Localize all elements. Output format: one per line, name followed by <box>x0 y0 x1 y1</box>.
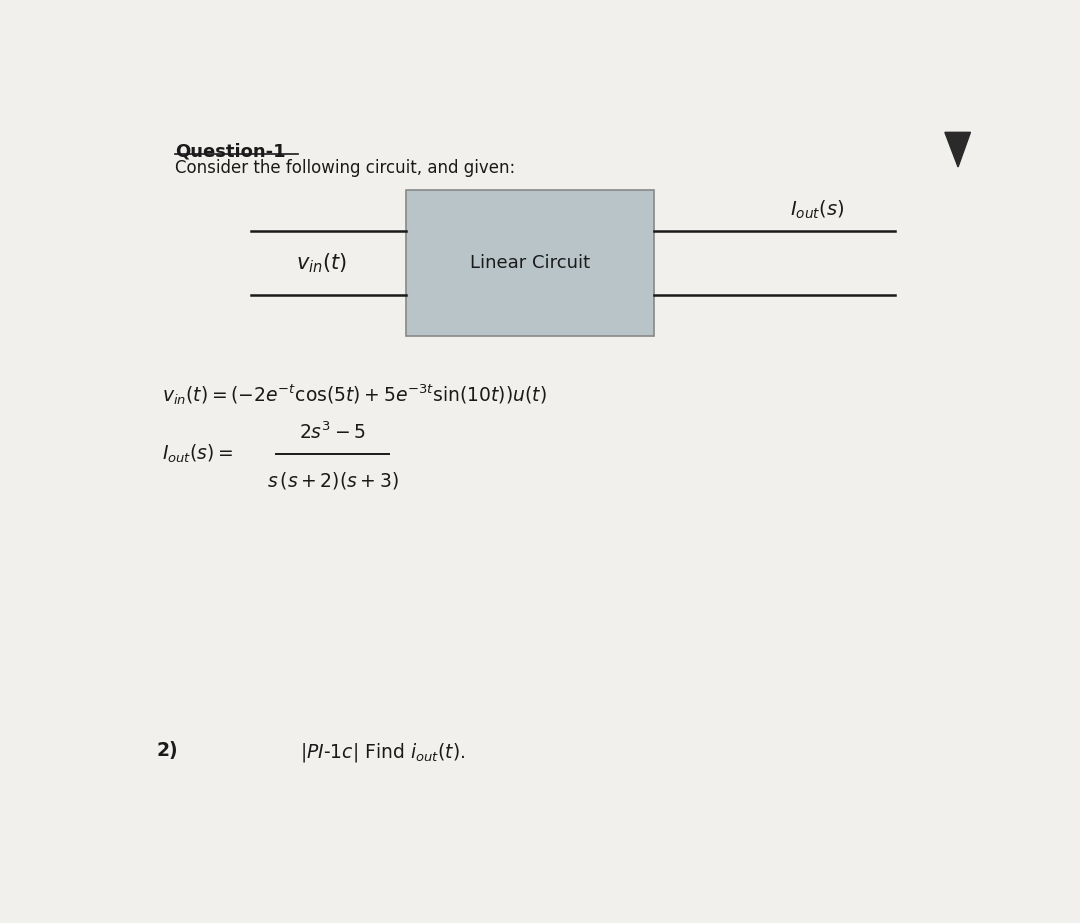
Polygon shape <box>945 132 971 167</box>
Text: $v_{in}(t)$: $v_{in}(t)$ <box>296 251 347 275</box>
Text: Question-1: Question-1 <box>175 142 286 161</box>
Text: 2): 2) <box>157 740 178 760</box>
Text: $|PI\text{-}1c|$ Find $i_{out}(t).$: $|PI\text{-}1c|$ Find $i_{out}(t).$ <box>300 740 465 763</box>
Text: $2s^3 - 5$: $2s^3 - 5$ <box>299 422 366 443</box>
Text: $I_{out}(s) =$: $I_{out}(s) =$ <box>162 443 233 465</box>
Text: Consider the following circuit, and given:: Consider the following circuit, and give… <box>175 160 515 177</box>
Text: Linear Circuit: Linear Circuit <box>470 254 591 272</box>
FancyBboxPatch shape <box>406 190 654 336</box>
Text: $I_{out}(s)$: $I_{out}(s)$ <box>789 198 845 221</box>
Text: $v_{in}(t) = (-2e^{-t}\cos(5t) + 5e^{-3t}\sin(10t))u(t)$: $v_{in}(t) = (-2e^{-t}\cos(5t) + 5e^{-3t… <box>162 382 546 407</box>
Text: $s\,(s+2)(s+3)$: $s\,(s+2)(s+3)$ <box>267 470 399 491</box>
